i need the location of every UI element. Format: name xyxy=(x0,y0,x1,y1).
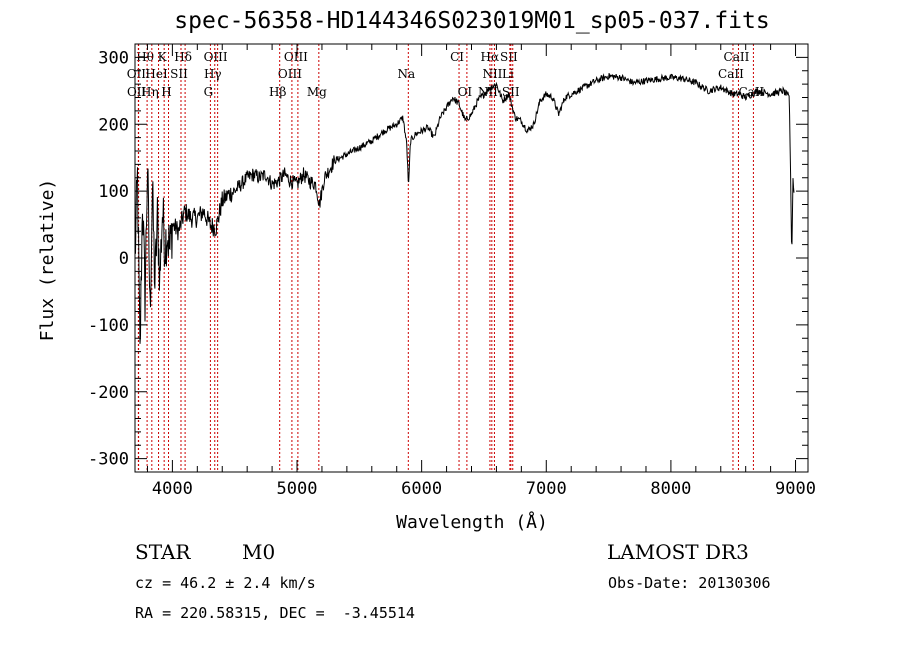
spectral-line-label: K xyxy=(158,50,168,64)
coordinates: RA = 220.58315, DEC = -3.45514 xyxy=(135,604,415,622)
spectral-line-label: H xyxy=(161,85,171,99)
spectral-line-label: OII xyxy=(127,85,147,99)
spectral-line-label: Mg xyxy=(307,85,327,99)
spectral-line-label: SII xyxy=(500,50,518,64)
spectral-line-label: Hγ xyxy=(204,67,222,81)
spectral-line-label: SII xyxy=(170,67,188,81)
survey-name: LAMOST DR3 xyxy=(607,540,749,564)
spectral-line-label: G xyxy=(204,85,214,99)
spectral-line-label: OIII xyxy=(204,50,228,64)
spectral-line-label: OI xyxy=(458,85,473,99)
y-tick-label: -300 xyxy=(88,450,129,470)
spectral-line-label: NII xyxy=(482,67,502,81)
spectral-line-label: OIII xyxy=(278,67,302,81)
spectral-line-label: HeI xyxy=(145,67,168,81)
x-tick-label: 5000 xyxy=(277,479,318,499)
spectral-line-label: CI xyxy=(450,50,464,64)
spectral-line-label: CaII xyxy=(718,67,744,81)
x-axis-label: Wavelength (Å) xyxy=(396,511,548,533)
y-tick-label: 100 xyxy=(98,182,129,202)
observation-date: Obs-Date: 20130306 xyxy=(608,574,771,592)
x-tick-label: 6000 xyxy=(401,479,442,499)
y-tick-label: 0 xyxy=(119,249,129,269)
x-tick-label: 4000 xyxy=(152,479,193,499)
spectral-line-label: Hβ xyxy=(269,85,286,99)
x-tick-label: 7000 xyxy=(526,479,567,499)
y-axis-label: Flux (relative) xyxy=(37,179,58,342)
redshift-velocity: cz = 46.2 ± 2.4 km/s xyxy=(135,574,316,592)
spectral-line-label: OII xyxy=(127,67,147,81)
spectral-line-label: CaII xyxy=(724,50,750,64)
spectrum-series-line xyxy=(134,72,795,344)
y-tick-label: -200 xyxy=(88,383,129,403)
y-tick-label: 300 xyxy=(98,48,129,68)
y-tick-label: 200 xyxy=(98,115,129,135)
plot-frame xyxy=(134,43,809,473)
chart-title: spec-56358-HD144346S023019M01_sp05-037.f… xyxy=(174,8,770,34)
spectral-line-label: Li xyxy=(502,67,514,81)
x-tick-label: 9000 xyxy=(775,479,816,499)
spectral-line-label: Hη xyxy=(141,85,159,99)
spectral-line-label: OIII xyxy=(284,50,308,64)
y-tick-label: -100 xyxy=(88,316,129,336)
object-class: STAR xyxy=(135,540,191,564)
spectral-line-label: Hδ xyxy=(174,50,192,64)
x-tick-label: 8000 xyxy=(650,479,691,499)
object-subclass: M0 xyxy=(242,540,276,564)
spectral-line-label: Na xyxy=(397,67,415,81)
